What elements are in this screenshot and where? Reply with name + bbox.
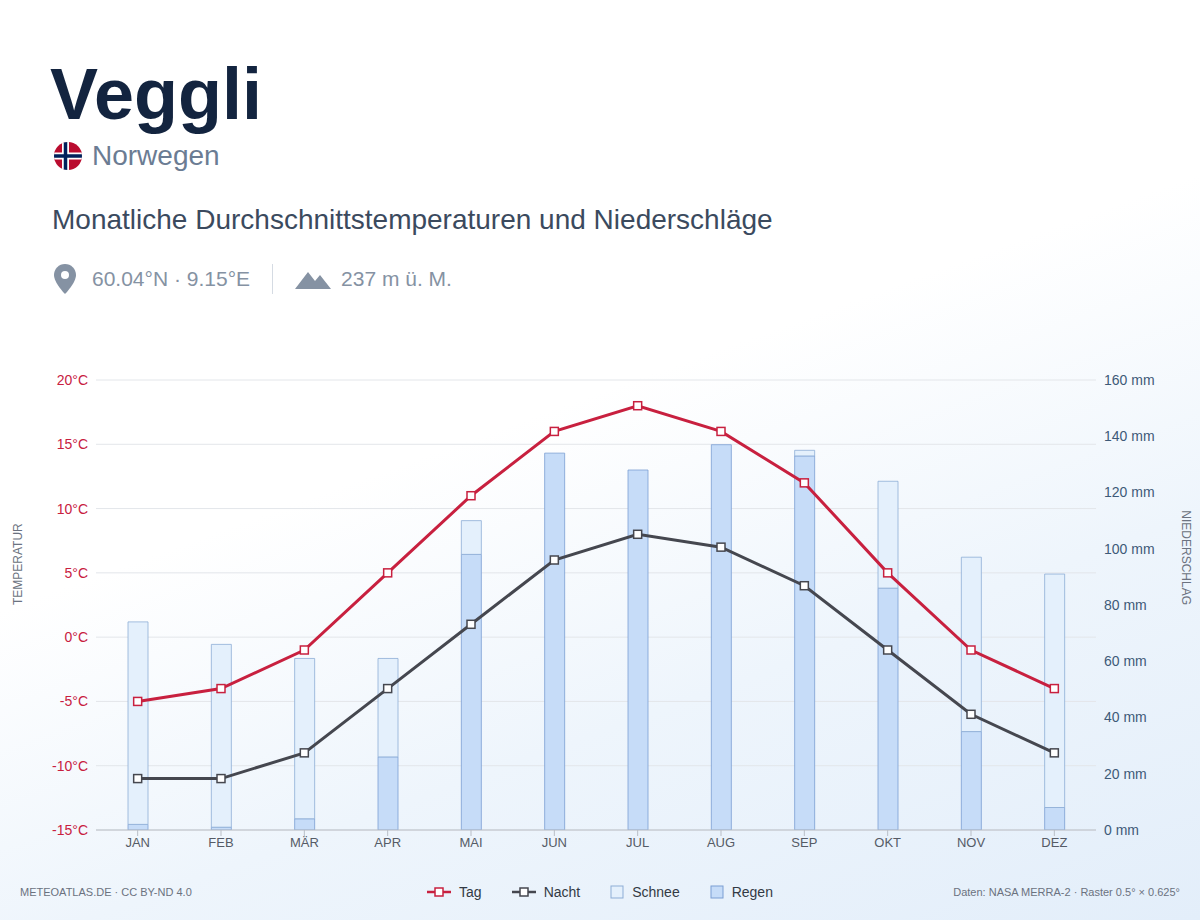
svg-text:-5°C: -5°C (60, 693, 88, 709)
html-text:Norwegen: Norwegen (92, 140, 220, 171)
svg-text:100 mm: 100 mm (1104, 541, 1155, 557)
svg-text:JUN: JUN (542, 835, 567, 850)
html-text:Schnee: Schnee (632, 884, 680, 900)
svg-text:140 mm: 140 mm (1104, 428, 1155, 444)
svg-text:NIEDERSCHLAG: NIEDERSCHLAG (1179, 510, 1193, 605)
svg-text:10°C: 10°C (57, 501, 88, 517)
html-text:Tag: Tag (459, 884, 482, 900)
svg-text:FEB: FEB (208, 835, 233, 850)
svg-text:MÄR: MÄR (290, 835, 319, 850)
html-text:Daten: NASA MERRA-2 · Raster 0: Daten: NASA MERRA-2 · Raster 0.5° × 0.62… (953, 886, 1180, 898)
html-text:Monatliche Durchschnittstemper: Monatliche Durchschnittstemperaturen und… (52, 204, 773, 235)
svg-text:OKT: OKT (874, 835, 901, 850)
svg-text:0 mm: 0 mm (1104, 822, 1139, 838)
html-text:Nacht: Nacht (543, 884, 581, 900)
svg-text:APR: APR (374, 835, 401, 850)
svg-text:SEP: SEP (791, 835, 817, 850)
svg-text:5°C: 5°C (65, 565, 89, 581)
svg-text:40 mm: 40 mm (1104, 709, 1147, 725)
svg-text:0°C: 0°C (65, 629, 89, 645)
svg-text:15°C: 15°C (57, 436, 88, 452)
html-text:Veggli: Veggli (50, 54, 263, 134)
svg-text:MAI: MAI (459, 835, 482, 850)
svg-text:-10°C: -10°C (52, 758, 88, 774)
svg-text:JAN: JAN (125, 835, 150, 850)
svg-text:-15°C: -15°C (52, 822, 88, 838)
svg-text:DEZ: DEZ (1041, 835, 1067, 850)
html-text:METEOATLAS.DE · CC BY-ND 4.0: METEOATLAS.DE · CC BY-ND 4.0 (20, 886, 192, 898)
html-text:60.04°N · 9.15°E: 60.04°N · 9.15°E (92, 267, 251, 290)
svg-text:20°C: 20°C (57, 372, 88, 388)
svg-text:20 mm: 20 mm (1104, 766, 1147, 782)
svg-text:TEMPERATUR: TEMPERATUR (11, 523, 25, 605)
svg-text:NOV: NOV (957, 835, 986, 850)
html-text:Regen: Regen (731, 884, 773, 900)
svg-text:80 mm: 80 mm (1104, 597, 1147, 613)
svg-text:160 mm: 160 mm (1104, 372, 1155, 388)
svg-text:60 mm: 60 mm (1104, 653, 1147, 669)
svg-text:AUG: AUG (707, 835, 735, 850)
html-text:237 m ü. M.: 237 m ü. M. (341, 267, 452, 290)
svg-text:120 mm: 120 mm (1104, 484, 1155, 500)
svg-text:JUL: JUL (626, 835, 649, 850)
